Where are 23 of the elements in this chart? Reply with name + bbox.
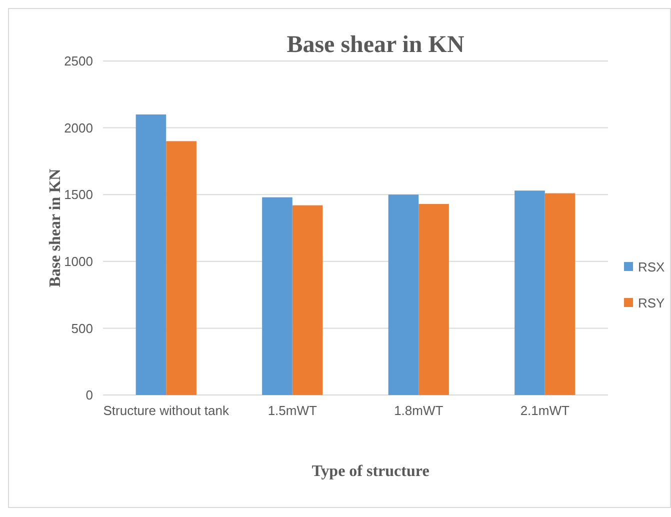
x-tick-label: 2.1mWT	[520, 403, 570, 418]
legend-label: RSY	[638, 296, 666, 311]
chart-title: Base shear in KN	[286, 32, 465, 58]
bar	[388, 194, 419, 395]
x-tick-label: 1.8mWT	[394, 403, 444, 418]
x-tick-label: Structure without tank	[103, 403, 230, 418]
y-axis-title: Base shear in KN	[47, 168, 64, 288]
bar	[418, 204, 449, 395]
x-axis-title: Type of structure	[312, 463, 430, 480]
legend-label: RSX	[638, 260, 666, 275]
y-tick-label: 2000	[64, 120, 93, 136]
bar	[262, 197, 292, 395]
bar	[136, 114, 166, 395]
y-tick-label: 2500	[64, 54, 93, 69]
x-tick-label: 1.5mWT	[268, 403, 317, 418]
y-tick-label: 1000	[64, 254, 93, 269]
y-tick-label: 1500	[64, 187, 93, 202]
bar	[544, 193, 576, 395]
bar	[166, 141, 196, 395]
bar	[292, 205, 323, 395]
y-tick-label: 0	[86, 388, 93, 403]
bar	[514, 190, 545, 395]
y-tick-label: 500	[71, 320, 93, 336]
